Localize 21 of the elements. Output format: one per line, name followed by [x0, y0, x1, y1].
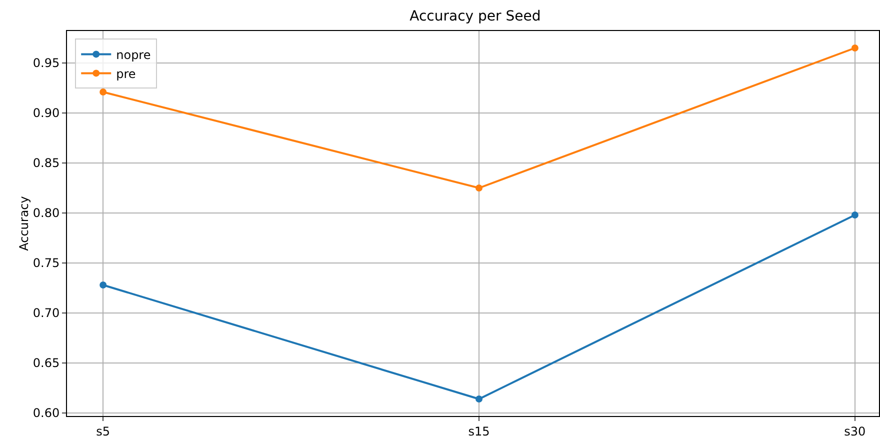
- x-tick-label: s5: [96, 424, 110, 437]
- y-tick-label: 0.90: [32, 106, 60, 120]
- y-tick-label: 0.80: [32, 206, 60, 220]
- point: [476, 184, 483, 192]
- point: [851, 212, 858, 218]
- point: [100, 282, 107, 288]
- y-tick-label: 0.95: [32, 56, 60, 70]
- x-tick-label: s30: [844, 424, 866, 437]
- y-tick-label: 0.70: [32, 306, 60, 320]
- y-axis-title: Accuracy: [16, 196, 31, 251]
- y-tick-label: 0.60: [32, 406, 60, 420]
- point: [851, 44, 858, 52]
- legend-label: pre: [116, 66, 136, 81]
- x-tick-label: s15: [468, 424, 490, 437]
- y-tick-label: 0.65: [32, 356, 60, 370]
- y-tick-label: 0.85: [32, 156, 60, 170]
- point: [476, 396, 483, 402]
- chart-title: Accuracy per Seed: [410, 8, 541, 25]
- point: [100, 88, 107, 96]
- legend-label: nopre: [116, 48, 151, 62]
- y-tick-label: 0.75: [32, 256, 60, 270]
